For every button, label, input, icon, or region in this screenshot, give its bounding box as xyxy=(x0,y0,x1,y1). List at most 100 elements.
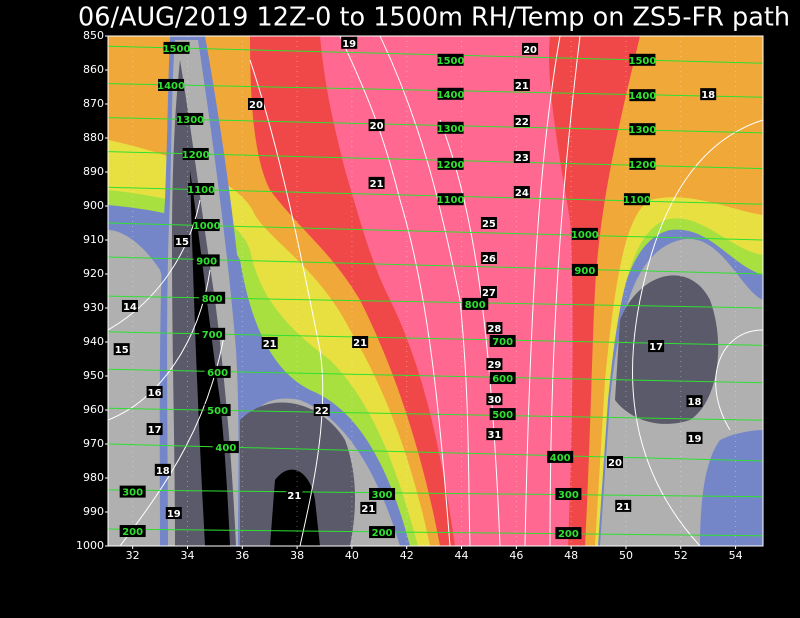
temp-contour xyxy=(379,36,471,546)
label-box xyxy=(247,98,264,110)
contour-label: 22 xyxy=(315,406,329,417)
contour-label: 30 xyxy=(487,395,501,406)
temp-contour xyxy=(339,36,451,546)
label-box xyxy=(686,395,703,408)
label-box xyxy=(165,507,182,520)
contour-label: 1300 xyxy=(437,124,465,135)
x-tick-label: 38 xyxy=(290,549,304,562)
contour-label: 600 xyxy=(207,368,228,379)
x-tick-label: 40 xyxy=(345,549,359,562)
temp-contour xyxy=(715,329,763,431)
x-tick-label: 34 xyxy=(180,549,194,562)
label-box xyxy=(360,501,377,514)
x-tick-label: 52 xyxy=(674,549,688,562)
label-box xyxy=(486,428,503,441)
y-tick-label: 980 xyxy=(83,471,104,484)
y-tick-label: 940 xyxy=(83,335,104,348)
x-tick-label: 46 xyxy=(509,549,523,562)
contour-label: 1400 xyxy=(628,91,656,102)
x-tick-label: 50 xyxy=(619,549,633,562)
contour-label: 15 xyxy=(115,345,129,356)
label-box xyxy=(513,186,530,199)
contour-label: 1500 xyxy=(628,56,656,67)
contour-label: 20 xyxy=(370,121,384,132)
contour-label: 21 xyxy=(263,339,277,350)
contour-label: 27 xyxy=(482,288,496,299)
fill-black-blob xyxy=(270,469,320,546)
contour-label: 14 xyxy=(123,302,137,313)
label-box xyxy=(555,527,582,540)
y-tick-label: 960 xyxy=(83,403,104,416)
label-box xyxy=(341,36,358,49)
x-tick-label: 54 xyxy=(729,549,743,562)
y-tick-label: 870 xyxy=(83,97,104,110)
label-box xyxy=(121,299,138,312)
contour-label: 21 xyxy=(616,502,630,513)
contour-label: 15 xyxy=(175,237,189,248)
plot-frame xyxy=(107,35,764,547)
y-tick-label: 1000 xyxy=(76,539,104,552)
contour-label: 1200 xyxy=(437,160,465,171)
label-box xyxy=(188,183,215,195)
contour-label: 20 xyxy=(608,458,622,469)
x-tick-label: 32 xyxy=(126,549,140,562)
label-box xyxy=(486,322,503,335)
label-box xyxy=(146,385,163,398)
fill-dark-right xyxy=(615,275,719,424)
label-box xyxy=(313,404,330,416)
label-box xyxy=(489,372,516,385)
y-tick-label: 860 xyxy=(83,63,104,76)
label-box xyxy=(571,227,598,240)
contour-label: 20 xyxy=(249,100,263,111)
contour-label: 1000 xyxy=(571,230,599,241)
label-box xyxy=(286,489,303,501)
label-box xyxy=(368,176,385,189)
contour-label: 700 xyxy=(492,337,513,348)
label-box xyxy=(154,463,171,476)
label-box xyxy=(437,193,464,206)
contour-label: 19 xyxy=(342,39,356,50)
contour-label: 700 xyxy=(202,330,223,341)
label-box xyxy=(113,343,130,356)
contour-label: 1200 xyxy=(182,150,210,161)
contour-label: 300 xyxy=(558,490,579,501)
height-contour xyxy=(107,489,764,498)
y-tick-label: 920 xyxy=(83,267,104,280)
label-box xyxy=(629,157,656,170)
label-box xyxy=(352,336,369,348)
contour-label: 1500 xyxy=(437,56,465,67)
label-box xyxy=(489,408,516,421)
contour-label: 500 xyxy=(207,406,228,417)
x-tick-label: 48 xyxy=(564,549,578,562)
contour-label: 17 xyxy=(649,342,663,353)
label-box xyxy=(369,487,396,500)
contour-label: 800 xyxy=(202,294,223,305)
label-box xyxy=(480,252,497,265)
y-tick-label: 930 xyxy=(83,301,104,314)
label-box xyxy=(513,78,530,91)
y-tick-label: 850 xyxy=(83,29,104,42)
contour-label: 22 xyxy=(515,117,529,128)
label-box xyxy=(555,487,582,500)
label-box xyxy=(547,450,574,463)
fill-blue-right xyxy=(700,430,763,546)
label-box xyxy=(177,112,204,125)
contour-label: 21 xyxy=(361,504,375,515)
label-box xyxy=(480,217,497,229)
contour-label: 1300 xyxy=(628,125,656,136)
label-box xyxy=(199,327,226,340)
label-box xyxy=(368,119,385,132)
contour-label: 900 xyxy=(196,256,217,267)
contour-label: 400 xyxy=(550,453,571,464)
label-box xyxy=(486,358,503,371)
contour-label: 18 xyxy=(156,466,170,477)
label-box xyxy=(615,499,632,512)
label-box xyxy=(486,393,503,406)
contour-label: 19 xyxy=(688,434,702,445)
contour-label: 500 xyxy=(492,410,513,421)
label-box xyxy=(437,87,464,100)
height-contour xyxy=(107,528,764,537)
y-tick-label: 890 xyxy=(83,165,104,178)
contour-label: 21 xyxy=(515,81,529,92)
